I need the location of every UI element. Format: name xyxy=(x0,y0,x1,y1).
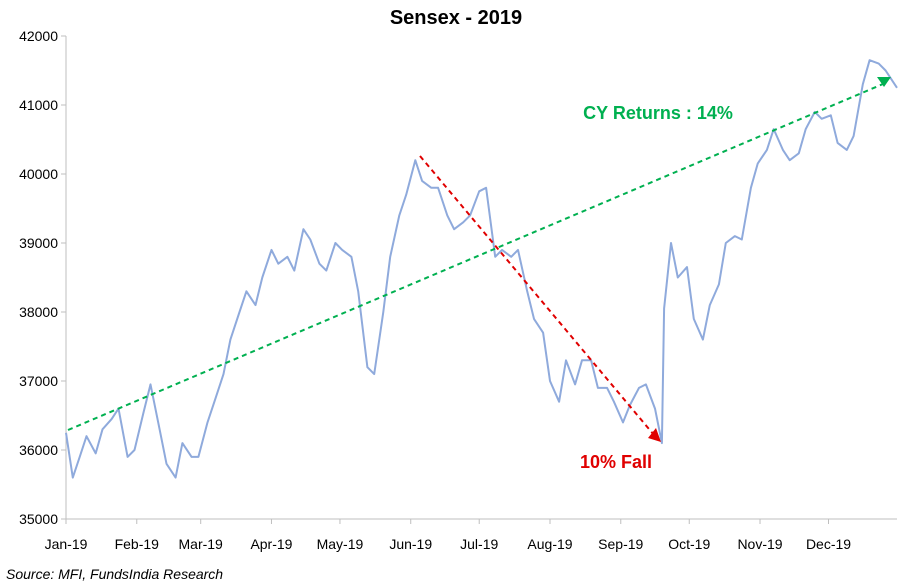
y-tick-label: 42000 xyxy=(19,28,58,44)
trend-arrowhead xyxy=(877,77,891,87)
cy-returns-label: CY Returns : 14% xyxy=(583,103,733,123)
trend-line xyxy=(67,83,884,431)
source-note: Source: MFI, FundsIndia Research xyxy=(6,566,224,582)
x-tick-label: Dec-19 xyxy=(806,536,851,552)
fall-arrowhead xyxy=(648,428,661,442)
y-tick-label: 36000 xyxy=(19,442,58,458)
x-tick-label: Jun-19 xyxy=(389,536,432,552)
y-tick-label: 35000 xyxy=(19,511,58,527)
y-tick-label: 39000 xyxy=(19,235,58,251)
y-tick-label: 38000 xyxy=(19,304,58,320)
x-tick-label: Aug-19 xyxy=(527,536,572,552)
x-tick-label: Nov-19 xyxy=(737,536,782,552)
x-tick-label: Sep-19 xyxy=(598,536,643,552)
y-tick-label: 40000 xyxy=(19,166,58,182)
x-tick-label: Feb-19 xyxy=(115,536,160,552)
y-tick-label: 41000 xyxy=(19,97,58,113)
chart-title: Sensex - 2019 xyxy=(390,7,522,29)
x-axis-ticks: Jan-19 Feb-19 Mar-19 Apr-19 May-19 Jun-19 Jul-… xyxy=(45,519,851,552)
x-tick-label: Mar-19 xyxy=(179,536,224,552)
x-tick-label: Jan-19 xyxy=(45,536,88,552)
series-layer xyxy=(65,59,898,479)
sensex-series-line xyxy=(65,59,898,479)
fall-line xyxy=(419,155,655,436)
x-tick-label: Jul-19 xyxy=(460,536,498,552)
fall-label: 10% Fall xyxy=(580,452,652,472)
y-tick-label: 37000 xyxy=(19,373,58,389)
x-tick-label: Apr-19 xyxy=(250,536,292,552)
x-tick-label: May-19 xyxy=(317,536,364,552)
x-tick-label: Oct-19 xyxy=(668,536,710,552)
y-axis-ticks: 35000 36000 37000 38000 39000 40000 41000 42000 xyxy=(19,28,66,527)
